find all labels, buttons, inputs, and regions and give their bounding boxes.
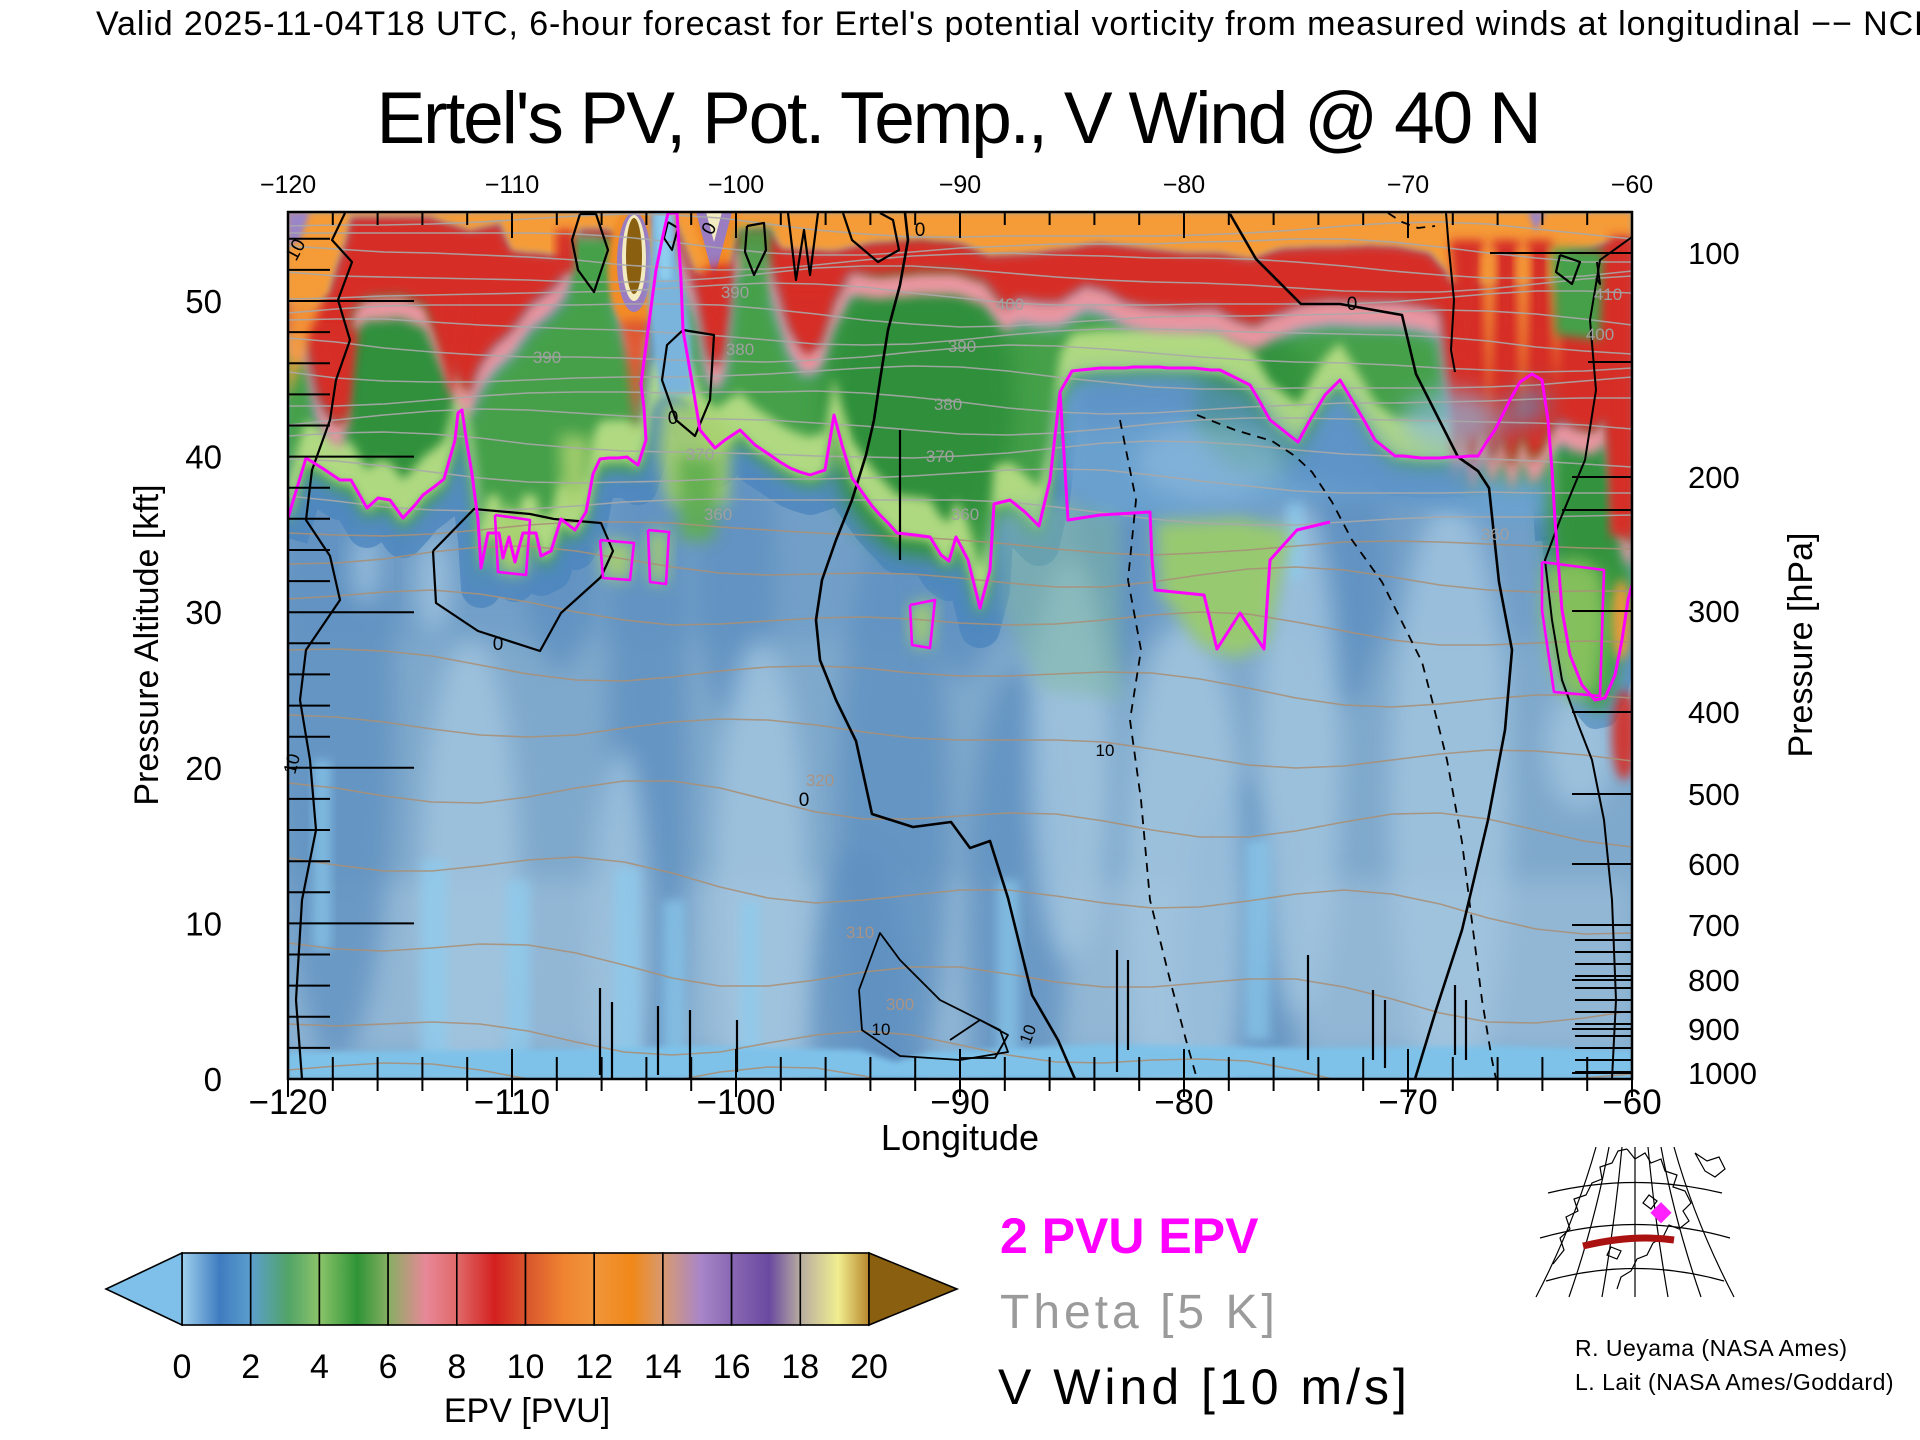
svg-text:400: 400 <box>1586 325 1614 344</box>
svg-text:−100: −100 <box>697 1083 776 1122</box>
svg-text:20: 20 <box>185 750 222 787</box>
svg-text:−70: −70 <box>1378 1083 1437 1122</box>
svg-text:−80: −80 <box>1163 171 1205 199</box>
svg-text:0: 0 <box>915 220 926 241</box>
svg-text:380: 380 <box>934 395 962 414</box>
svg-text:−120: −120 <box>260 171 316 199</box>
svg-text:Longitude: Longitude <box>881 1117 1039 1158</box>
svg-text:0: 0 <box>799 790 810 811</box>
svg-text:−80: −80 <box>1154 1083 1213 1122</box>
svg-text:20: 20 <box>850 1348 888 1386</box>
svg-text:0: 0 <box>1347 294 1358 315</box>
svg-text:390: 390 <box>721 283 749 302</box>
svg-text:Pressure [hPa]: Pressure [hPa] <box>1782 533 1820 758</box>
svg-text:200: 200 <box>1688 460 1740 495</box>
svg-text:390: 390 <box>948 337 976 356</box>
svg-text:2 PVU EPV: 2 PVU EPV <box>1000 1208 1259 1264</box>
svg-text:380: 380 <box>726 340 754 359</box>
svg-text:−60: −60 <box>1602 1083 1661 1122</box>
svg-text:320: 320 <box>806 771 834 790</box>
svg-text:12: 12 <box>575 1348 613 1386</box>
svg-text:−90: −90 <box>930 1083 989 1122</box>
svg-text:10: 10 <box>872 1020 891 1039</box>
svg-text:370: 370 <box>686 445 714 464</box>
svg-text:0: 0 <box>204 1061 222 1098</box>
svg-text:10: 10 <box>1096 741 1115 760</box>
svg-text:800: 800 <box>1688 963 1740 998</box>
svg-text:600: 600 <box>1688 847 1740 882</box>
svg-text:0: 0 <box>668 408 679 429</box>
svg-text:0: 0 <box>173 1348 192 1386</box>
svg-text:700: 700 <box>1688 908 1740 943</box>
svg-text:Pressure Altitude [kft]: Pressure Altitude [kft] <box>128 484 166 805</box>
svg-text:Ertel's PV, Pot. Temp., V Wind: Ertel's PV, Pot. Temp., V Wind @ 40 N <box>377 78 1540 159</box>
svg-text:10: 10 <box>507 1348 545 1386</box>
svg-text:410: 410 <box>1594 285 1622 304</box>
svg-text:−70: −70 <box>1387 171 1429 199</box>
svg-text:18: 18 <box>781 1348 819 1386</box>
svg-text:10: 10 <box>185 905 222 942</box>
svg-text:360: 360 <box>951 505 979 524</box>
svg-text:0: 0 <box>493 634 504 655</box>
svg-text:4: 4 <box>310 1348 329 1386</box>
svg-text:R. Ueyama (NASA Ames): R. Ueyama (NASA Ames) <box>1575 1335 1848 1361</box>
svg-text:−120: −120 <box>249 1083 328 1122</box>
svg-text:50: 50 <box>185 283 222 320</box>
svg-text:L. Lait (NASA Ames/Goddard): L. Lait (NASA Ames/Goddard) <box>1575 1369 1894 1395</box>
svg-text:1000: 1000 <box>1688 1056 1757 1091</box>
svg-text:400: 400 <box>996 295 1024 314</box>
svg-text:−110: −110 <box>474 1083 550 1122</box>
svg-text:V Wind [10 m/s]: V Wind [10 m/s] <box>998 1359 1411 1415</box>
svg-text:300: 300 <box>886 995 914 1014</box>
svg-text:300: 300 <box>1688 594 1740 629</box>
svg-text:Theta [5 K]: Theta [5 K] <box>1000 1286 1279 1339</box>
svg-text:310: 310 <box>846 923 874 942</box>
svg-text:16: 16 <box>713 1348 751 1386</box>
svg-text:400: 400 <box>1688 695 1740 730</box>
svg-text:500: 500 <box>1688 777 1740 812</box>
svg-text:40: 40 <box>185 439 222 476</box>
svg-text:30: 30 <box>185 594 222 631</box>
svg-text:900: 900 <box>1688 1012 1740 1047</box>
svg-text:−110: −110 <box>485 171 539 199</box>
svg-text:−90: −90 <box>939 171 981 199</box>
svg-text:−100: −100 <box>708 171 764 199</box>
svg-text:370: 370 <box>926 447 954 466</box>
svg-text:360: 360 <box>1481 525 1509 544</box>
svg-text:Valid 2025-11-04T18 UTC, 6-hou: Valid 2025-11-04T18 UTC, 6-hour forecast… <box>96 5 1920 43</box>
svg-text:14: 14 <box>644 1348 682 1386</box>
svg-text:360: 360 <box>704 505 732 524</box>
svg-text:EPV [PVU]: EPV [PVU] <box>444 1392 610 1430</box>
svg-text:6: 6 <box>379 1348 398 1386</box>
svg-text:−60: −60 <box>1611 171 1653 199</box>
svg-text:100: 100 <box>1688 236 1740 271</box>
svg-text:390: 390 <box>533 348 561 367</box>
svg-text:8: 8 <box>447 1348 466 1386</box>
svg-text:2: 2 <box>241 1348 260 1386</box>
